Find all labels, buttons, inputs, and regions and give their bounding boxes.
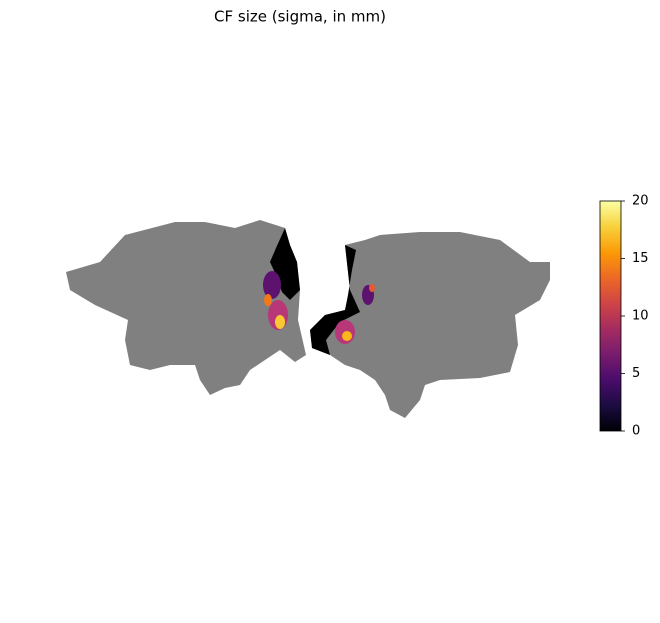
colorbar-tick-label: 10	[632, 309, 649, 324]
right-medial-wall	[310, 245, 360, 355]
colorbar	[599, 200, 622, 432]
left-medial-wall	[270, 228, 300, 300]
left-hemisphere	[66, 220, 306, 395]
chart-title: CF size (sigma, in mm)	[214, 8, 386, 26]
colorbar-tick-label: 5	[632, 366, 640, 381]
colorbar-tick-label: 15	[632, 251, 649, 266]
colorbar-tick-label: 20	[632, 194, 649, 209]
colorbar-tick-label: 0	[632, 424, 640, 439]
right-hemisphere	[310, 232, 550, 418]
activation-patches	[263, 271, 375, 344]
flatmap	[66, 220, 550, 418]
